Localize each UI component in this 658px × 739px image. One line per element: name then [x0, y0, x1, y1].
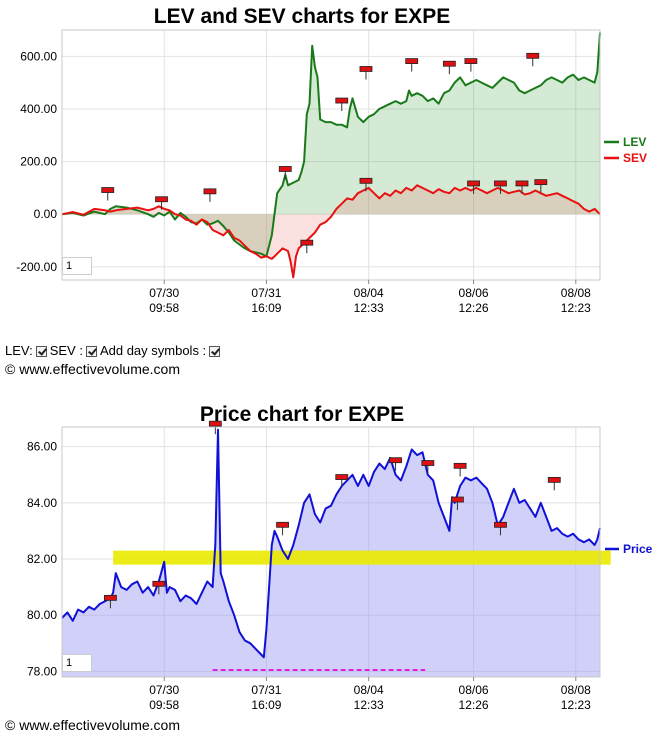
day-symbols-toggle[interactable]: Add day symbols :	[100, 343, 223, 359]
x-tick-label-time: 12:33	[354, 698, 384, 712]
day-symbol-marker[interactable]	[155, 196, 168, 210]
lev-toggle-label: LEV:	[5, 343, 33, 358]
day-symbol-marker[interactable]	[453, 462, 467, 477]
x-tick-label-time: 09:58	[149, 698, 179, 712]
x-tick-label-date: 07/31	[251, 683, 281, 697]
day-symbols-label: Add day symbols :	[99, 343, 207, 358]
x-tick-label-date: 07/31	[251, 286, 281, 300]
series-line-sev	[61, 184, 601, 279]
area-fills	[62, 32, 600, 278]
price-chart: Price chart for EXPE 78.00 80.00 82.00 84.0…	[27, 403, 653, 712]
series-area-lev	[62, 32, 600, 257]
day-symbol-marker[interactable]	[421, 460, 435, 474]
lev-checkbox[interactable]	[35, 345, 47, 357]
x-tick-label-time: 12:23	[561, 698, 591, 712]
legend: Price	[605, 542, 653, 556]
y-tick-label: 78.00	[27, 664, 57, 678]
zoom-input-top[interactable]: 1	[62, 257, 92, 275]
day-symbol-marker[interactable]	[547, 476, 561, 491]
legend: LEV SEV	[604, 135, 647, 165]
x-tick-label-time: 09:58	[149, 301, 179, 315]
day-symbol-marker[interactable]	[104, 594, 117, 609]
day-symbol-marker[interactable]	[335, 474, 349, 488]
zoom-input-bottom[interactable]: 1	[62, 654, 92, 672]
series-lines	[61, 428, 601, 671]
support-band-rect	[113, 550, 611, 565]
day-symbol-marker[interactable]	[494, 180, 507, 194]
day-symbol-marker[interactable]	[300, 239, 314, 254]
series-area-sev	[62, 185, 600, 278]
day-symbol-marker[interactable]	[152, 580, 166, 595]
copyright-bottom: © www.effectivevolume.com	[5, 717, 181, 733]
legend-sev-label: SEV	[623, 151, 647, 165]
x-tick-label-time: 12:26	[459, 301, 489, 315]
plot-frame	[61, 29, 601, 281]
day-symbol-marker[interactable]	[494, 521, 507, 536]
copyright-top: © www.effectivevolume.com	[5, 361, 181, 377]
day-symbol-marker[interactable]	[467, 180, 480, 194]
legend-lev-label: LEV	[623, 135, 646, 149]
y-tick-label: 80.00	[27, 608, 57, 622]
sev-toggle[interactable]: SEV :	[50, 343, 100, 359]
y-tick-label: 82.00	[27, 552, 57, 566]
x-tick-label-date: 08/04	[354, 286, 384, 300]
y-axis: 78.00 80.00 82.00 84.00 86.00	[27, 440, 57, 679]
day-symbol-marker[interactable]	[208, 420, 222, 435]
x-tick-label-date: 08/04	[354, 683, 384, 697]
y-tick-label: -200.00	[16, 260, 57, 274]
day-symbol-marker[interactable]	[359, 177, 373, 192]
x-tick-label-date: 08/06	[459, 683, 489, 697]
lev-sev-chart: LEV and SEV charts for EXPE -200.00 0.00 2…	[16, 5, 647, 315]
plot-background	[62, 30, 600, 280]
x-tick-label-date: 08/08	[561, 286, 591, 300]
day-symbol-marker[interactable]	[101, 187, 115, 201]
sev-checkbox[interactable]	[85, 345, 97, 357]
day-symbol-marker[interactable]	[359, 66, 373, 80]
lev-toggle[interactable]: LEV:	[5, 343, 50, 359]
y-tick-label: 84.00	[27, 496, 57, 510]
day-symbol-marker[interactable]	[534, 179, 548, 193]
x-tick-label-time: 16:09	[251, 698, 281, 712]
legend-price-label: Price	[623, 542, 653, 556]
x-tick-label-time: 12:23	[561, 301, 591, 315]
day-markers	[104, 420, 561, 609]
x-tick-label-date: 07/30	[149, 683, 179, 697]
day-symbol-marker[interactable]	[451, 496, 464, 511]
day-symbols-checkbox[interactable]	[209, 345, 221, 357]
grid-lines	[62, 30, 600, 280]
chart-title: Price chart for EXPE	[200, 403, 404, 426]
day-symbol-marker[interactable]	[335, 97, 349, 112]
y-tick-label: 200.00	[20, 155, 57, 169]
y-tick-label: 86.00	[27, 440, 57, 454]
series-line-price	[61, 428, 601, 659]
day-symbol-marker[interactable]	[278, 166, 292, 180]
day-symbol-marker[interactable]	[203, 188, 217, 202]
y-tick-label: 0.00	[34, 207, 58, 221]
plot-frame	[61, 426, 601, 678]
series-toggles: LEV: SEV : Add day symbols :	[5, 343, 223, 359]
series-lines	[61, 32, 601, 279]
x-tick-label-date: 07/30	[149, 286, 179, 300]
day-symbol-marker[interactable]	[464, 58, 478, 72]
day-symbol-marker[interactable]	[442, 60, 456, 75]
y-tick-label: 400.00	[20, 102, 57, 116]
x-tick-label-time: 16:09	[251, 301, 281, 315]
chart-title: LEV and SEV charts for EXPE	[154, 5, 450, 28]
x-tick-label-time: 12:33	[354, 301, 384, 315]
day-symbol-marker[interactable]	[276, 521, 289, 536]
support-band	[113, 550, 611, 565]
day-symbol-marker[interactable]	[515, 180, 529, 194]
y-axis: -200.00 0.00 200.00 400.00 600.00	[16, 49, 57, 274]
day-symbol-marker[interactable]	[526, 52, 540, 67]
x-tick-label-date: 08/08	[561, 683, 591, 697]
day-symbol-marker[interactable]	[389, 457, 402, 471]
day-symbol-marker[interactable]	[405, 58, 419, 72]
y-tick-label: 600.00	[20, 49, 57, 63]
x-tick-label-time: 12:26	[459, 698, 489, 712]
day-markers	[101, 52, 548, 254]
sev-toggle-label: SEV :	[49, 343, 83, 358]
x-tick-label-date: 08/06	[459, 286, 489, 300]
